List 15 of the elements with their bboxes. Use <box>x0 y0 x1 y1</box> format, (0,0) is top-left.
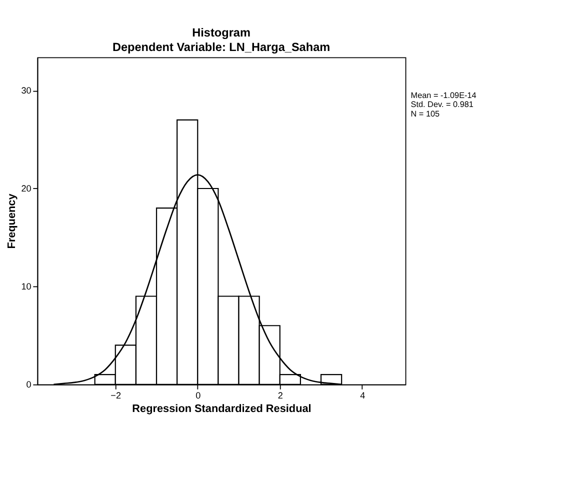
chart-title: Histogram <box>192 25 250 40</box>
y-axis-title: Frequency <box>6 194 18 249</box>
y-tick-label: 30 <box>21 86 32 96</box>
text: N = 105 <box>410 109 440 118</box>
y-tick-label: 20 <box>21 184 32 194</box>
y-tick-label: 0 <box>26 380 32 390</box>
x-tick-label: 4 <box>360 390 366 400</box>
x-tick-label: 2 <box>278 390 283 400</box>
chart-subtitle: Dependent Variable: LN_Harga_Saham <box>112 40 330 54</box>
x-axis-title: Regression Standardized Residual <box>132 403 312 416</box>
x-tick-label: 0 <box>196 390 201 400</box>
text: Std. Dev. = 0.981 <box>410 100 474 110</box>
text: Mean = -1.09E-14 <box>410 91 477 100</box>
y-tick-label: 10 <box>21 282 32 292</box>
x-tick-label: −2 <box>110 390 122 400</box>
